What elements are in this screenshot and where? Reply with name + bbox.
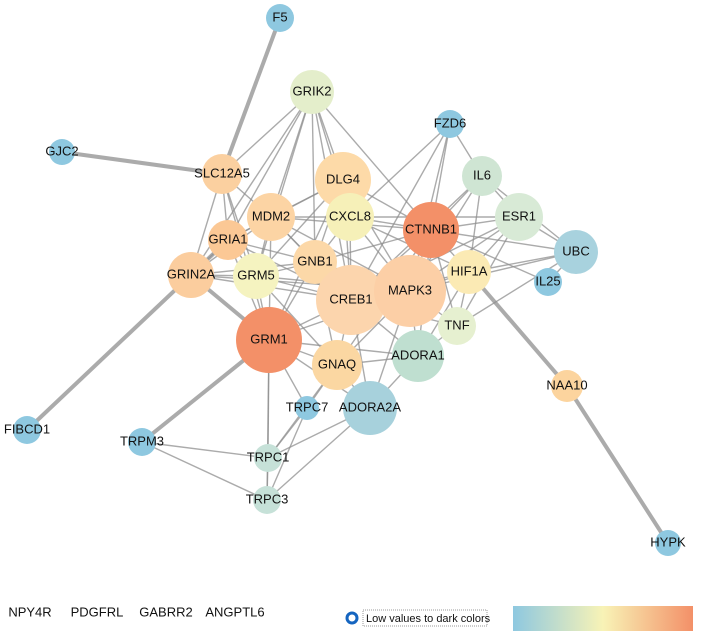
node[interactable] xyxy=(462,156,502,196)
edge xyxy=(255,91,313,277)
node-label: FZD6 xyxy=(434,115,467,130)
node[interactable] xyxy=(436,110,464,138)
node[interactable] xyxy=(551,370,583,402)
node[interactable] xyxy=(233,253,279,299)
node-label: TNF xyxy=(444,317,469,332)
edge xyxy=(266,407,308,501)
node-label: GNB1 xyxy=(297,253,332,268)
legend-radio[interactable] xyxy=(345,611,359,625)
node[interactable] xyxy=(315,152,371,208)
node-label: GRIN2A xyxy=(167,266,216,281)
node-label: UBC xyxy=(562,243,589,258)
node-label: ADORA1 xyxy=(391,347,444,362)
edge xyxy=(141,441,268,501)
node-label: TRPM3 xyxy=(120,433,164,448)
node[interactable] xyxy=(247,193,295,241)
node-label: DLG4 xyxy=(326,171,360,186)
node-label: CREB1 xyxy=(329,291,372,306)
isolated-node-label[interactable]: PDGFRL xyxy=(71,604,124,619)
edge xyxy=(227,91,313,241)
node-label: MDM2 xyxy=(252,208,290,223)
node[interactable] xyxy=(655,530,681,556)
node[interactable] xyxy=(447,250,491,294)
node-label: TRPC1 xyxy=(247,449,290,464)
isolated-node-label[interactable]: ANGPTL6 xyxy=(205,604,264,619)
node-label: GNAQ xyxy=(318,356,356,371)
node[interactable] xyxy=(49,139,75,165)
node[interactable] xyxy=(253,486,281,514)
node-label: F5 xyxy=(272,9,287,24)
edge xyxy=(61,150,223,176)
node[interactable] xyxy=(312,340,362,390)
node[interactable] xyxy=(293,240,337,284)
edge xyxy=(311,91,432,231)
node-label: CXCL8 xyxy=(329,208,371,223)
node-label: GRIK2 xyxy=(292,83,331,98)
node-label: IL25 xyxy=(535,273,560,288)
node[interactable] xyxy=(316,265,386,335)
node[interactable] xyxy=(266,4,294,32)
edge xyxy=(467,270,569,388)
node-label: HIF1A xyxy=(451,263,488,278)
node[interactable] xyxy=(168,252,214,298)
node[interactable] xyxy=(554,230,598,274)
isolated-nodes: NPY4R PDGFRL GABRR2 ANGPTL6 xyxy=(8,604,264,619)
node[interactable] xyxy=(403,202,459,258)
node-label: TRPC3 xyxy=(246,491,289,506)
node[interactable] xyxy=(374,255,446,327)
legend-box xyxy=(362,609,488,627)
color-scale xyxy=(513,606,693,631)
node-label: GRM1 xyxy=(250,331,288,346)
isolated-node-label[interactable]: GABRR2 xyxy=(139,604,192,619)
node[interactable] xyxy=(202,154,242,194)
isolated-node-label[interactable]: NPY4R xyxy=(8,604,51,619)
node-label: CTNNB1 xyxy=(405,221,457,236)
node[interactable] xyxy=(128,428,156,456)
node[interactable] xyxy=(236,307,302,373)
edge xyxy=(220,17,282,175)
edge xyxy=(565,384,670,545)
node[interactable] xyxy=(343,381,397,435)
node[interactable] xyxy=(495,193,543,241)
node[interactable] xyxy=(438,307,476,345)
edge xyxy=(141,441,269,459)
node-label: ESR1 xyxy=(502,208,536,223)
node[interactable] xyxy=(295,396,319,420)
node-label: NAA10 xyxy=(546,377,587,392)
node-label: GRIA1 xyxy=(208,231,247,246)
node-label: GJC2 xyxy=(45,143,78,158)
node[interactable] xyxy=(392,330,444,382)
node-label: FIBCD1 xyxy=(4,421,50,436)
node[interactable] xyxy=(208,220,248,260)
node-label: IL6 xyxy=(473,167,491,182)
nodes: F5 GRIK2 FZD6 GJC2 SLC12A5 DLG4 IL6 MDM2 CXCL8 CT… xyxy=(4,4,686,556)
node[interactable] xyxy=(290,70,334,114)
node-label: SLC12A5 xyxy=(194,165,250,180)
edge xyxy=(456,251,577,327)
node-label: MAPK3 xyxy=(388,282,432,297)
node[interactable] xyxy=(254,444,282,472)
node-label: ADORA2A xyxy=(339,399,401,414)
node-label: GRM5 xyxy=(237,267,275,282)
edge xyxy=(311,91,316,263)
node-label: TRPC7 xyxy=(286,399,329,414)
node-label: HYPK xyxy=(650,534,686,549)
node[interactable] xyxy=(326,193,374,241)
node[interactable] xyxy=(534,268,562,296)
node[interactable] xyxy=(13,416,41,444)
legend-label[interactable]: Low values to dark colors xyxy=(366,613,491,625)
